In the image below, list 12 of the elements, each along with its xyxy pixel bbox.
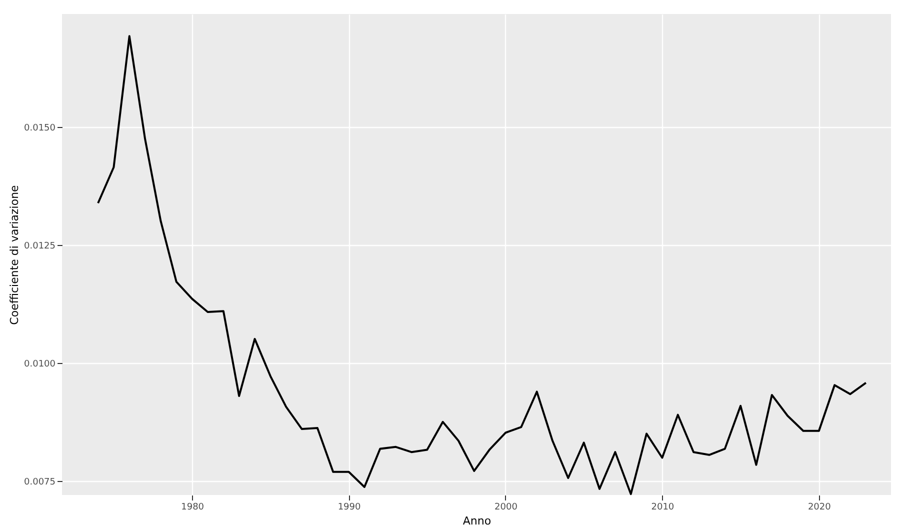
x-tick-label: 1980 (181, 502, 204, 512)
x-tick-label: 2020 (808, 502, 832, 512)
x-tick-label: 2010 (651, 502, 674, 512)
x-axis-title: Anno (462, 514, 492, 528)
y-tick-label: 0.0125 (24, 242, 56, 252)
line-series (97, 35, 867, 496)
y-tick-label: 0.0100 (24, 359, 56, 370)
y-tick-label: 0.0075 (24, 477, 56, 488)
y-axis-title: Coefficiente di variazione (8, 184, 22, 325)
x-tick-label: 2000 (494, 502, 518, 512)
y-tick-label: 0.0150 (24, 124, 56, 134)
x-tick-label: 1990 (338, 502, 362, 512)
